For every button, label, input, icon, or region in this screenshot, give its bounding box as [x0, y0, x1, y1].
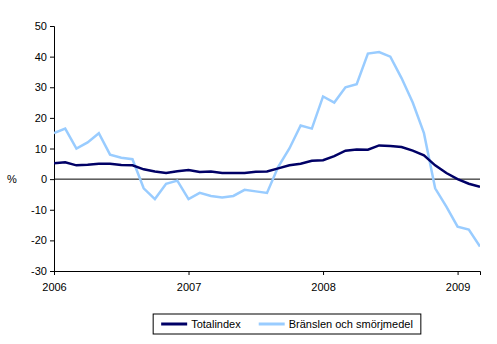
x-axis: 2006 2007 2008 2009	[42, 271, 480, 293]
x-tick-label: 2006	[42, 281, 66, 293]
legend-item: Bränslen och smörjmedel	[259, 318, 413, 330]
y-tick: 50	[35, 20, 54, 32]
y-tick-label: 30	[35, 81, 47, 93]
x-tick-mark	[458, 271, 459, 275]
y-axis-line	[50, 27, 55, 272]
y-tick-label: 10	[35, 143, 47, 155]
legend-box	[153, 314, 421, 334]
y-tick: 0	[41, 173, 54, 185]
x-tick-label: 2007	[177, 281, 201, 293]
x-tick-mark	[323, 271, 324, 275]
zero-line	[54, 179, 480, 180]
legend-swatch	[259, 323, 285, 326]
y-tick-mark	[50, 26, 54, 27]
x-tick-mark	[54, 271, 55, 275]
y-tick-label: 50	[35, 20, 47, 32]
x-tick: 2009	[446, 271, 470, 293]
y-tick: 30	[35, 81, 54, 93]
legend: Totalindex Bränslen och smörjmedel	[153, 314, 421, 334]
x-axis-line	[55, 272, 481, 276]
legend-label: Totalindex	[191, 318, 241, 330]
y-tick-label: -30	[31, 265, 47, 277]
y-tick: -10	[31, 204, 54, 216]
y-tick: 20	[35, 112, 54, 124]
y-axis-title: %	[7, 173, 17, 185]
y-tick-mark	[50, 57, 54, 58]
y-tick-label: -10	[31, 204, 47, 216]
series-line	[54, 52, 480, 246]
x-tick: 2007	[177, 271, 201, 293]
y-tick: -20	[31, 234, 54, 246]
y-tick-mark	[50, 149, 54, 150]
y-tick-mark	[50, 240, 54, 241]
y-tick-mark	[50, 210, 54, 211]
y-tick: 40	[35, 51, 54, 63]
y-tick-label: 20	[35, 112, 47, 124]
legend-item: Totalindex	[161, 318, 241, 330]
y-tick: -30	[31, 265, 54, 277]
y-tick-mark	[50, 87, 54, 88]
y-axis: -30 -20 -10 0 10 20 30 40 50	[31, 20, 54, 277]
y-tick-mark	[50, 179, 54, 180]
x-tick-label: 2009	[446, 281, 470, 293]
x-tick-label: 2008	[311, 281, 335, 293]
x-tick: 2006	[42, 271, 66, 293]
y-tick-label: 40	[35, 51, 47, 63]
y-tick-label: -20	[31, 234, 47, 246]
chart: -30 -20 -10 0 10 20 30 40 50 2006 2007 2008 2009% Tot…	[0, 0, 497, 344]
y-tick: 10	[35, 143, 54, 155]
y-tick-label: 0	[41, 173, 47, 185]
y-tick-mark	[50, 118, 54, 119]
plot-area	[54, 52, 480, 246]
x-tick-mark	[189, 271, 190, 275]
y-tick-mark	[50, 271, 54, 272]
series-line	[54, 145, 480, 186]
x-tick: 2008	[311, 271, 335, 293]
legend-swatch	[161, 323, 187, 326]
legend-label: Bränslen och smörjmedel	[289, 318, 413, 330]
